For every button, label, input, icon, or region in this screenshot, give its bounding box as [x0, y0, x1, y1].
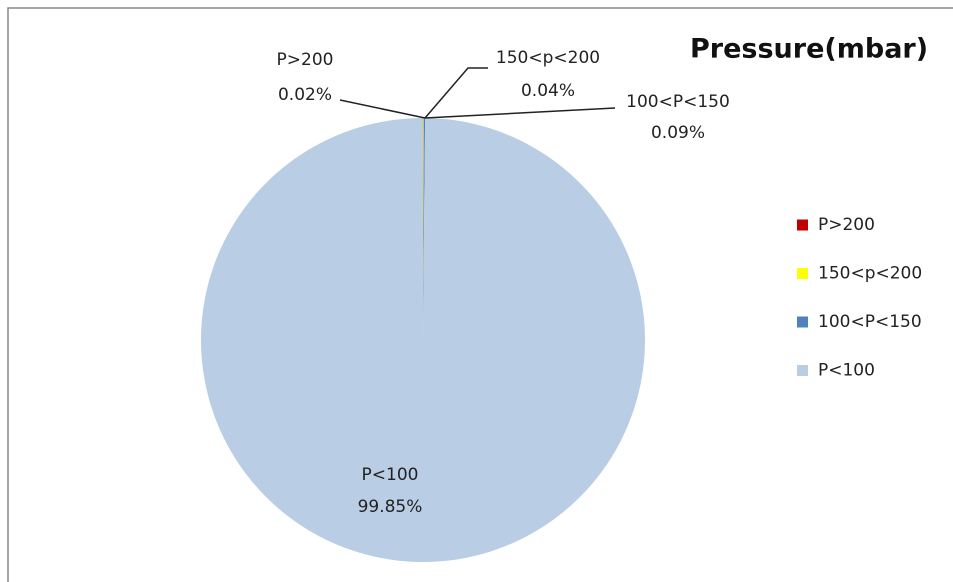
data-label-value: 99.85%	[358, 497, 423, 517]
data-label-name: 100<P<150	[626, 92, 730, 112]
pie-slice	[423, 118, 424, 340]
pie-slice	[201, 118, 646, 562]
leader-line	[424, 67, 488, 119]
legend-swatch	[797, 365, 808, 376]
legend-label: 150<p<200	[818, 264, 922, 284]
legend-swatch	[797, 219, 808, 231]
legend-label: P<100	[818, 361, 875, 381]
pie-slice	[423, 118, 426, 340]
legend-swatch	[797, 268, 808, 279]
legend-label: P>200	[818, 215, 875, 235]
data-label-name: P>200	[277, 50, 334, 70]
chart-title: Pressure(mbar)	[690, 34, 928, 65]
data-label-name: P<100	[362, 465, 419, 485]
pie	[201, 118, 646, 562]
leader-line	[424, 107, 616, 119]
data-label-value: 0.02%	[278, 85, 332, 105]
data-label-value: 0.09%	[651, 123, 705, 143]
legend-label: 100<P<150	[818, 312, 922, 332]
data-label-value: 0.04%	[521, 81, 575, 101]
leader-lines	[339, 67, 616, 119]
data-label-name: 150<p<200	[496, 48, 600, 68]
leader-line	[339, 99, 426, 119]
chart-frame	[7, 7, 953, 582]
legend-swatch	[797, 316, 808, 328]
